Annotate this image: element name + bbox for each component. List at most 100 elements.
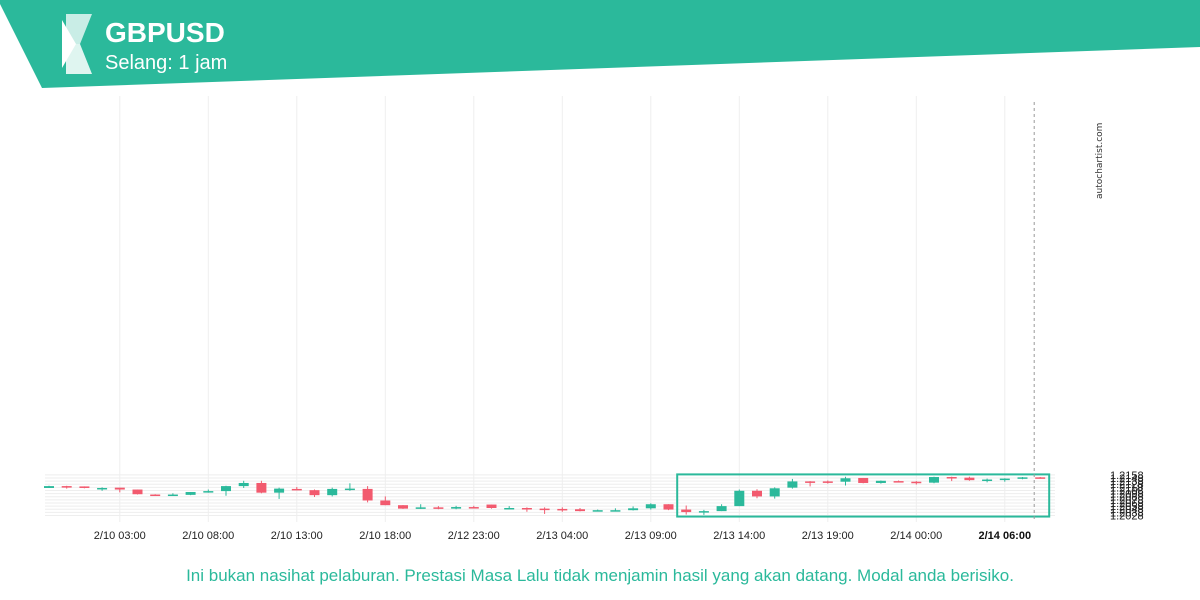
candle	[380, 496, 391, 506]
candle-body	[309, 490, 320, 496]
candle	[875, 480, 886, 484]
y-tick-label: 1.2158	[1110, 470, 1144, 482]
candle-body	[433, 507, 444, 509]
candle-body	[291, 488, 302, 491]
candle-body	[415, 507, 426, 509]
candle-body	[203, 491, 214, 493]
candle-body	[539, 508, 550, 511]
candle	[982, 478, 993, 483]
candle-body	[752, 490, 762, 497]
candle	[61, 485, 72, 489]
candle	[893, 480, 904, 483]
candle	[221, 485, 231, 496]
candle	[1035, 477, 1046, 479]
x-tick-label: 2/10 13:00	[271, 530, 323, 542]
x-tick-label: 2/10 08:00	[182, 530, 234, 542]
y-tick-label: 1.2028	[1110, 511, 1144, 523]
candle-body	[185, 492, 196, 495]
candle-body	[256, 482, 267, 493]
x-tick-label: 2/14 00:00	[890, 530, 942, 542]
candle	[805, 481, 816, 487]
watermark-text: autochartist.com	[1095, 122, 1105, 200]
y-tick-label: 1.2098	[1110, 489, 1144, 501]
candle	[44, 485, 54, 488]
y-tick-label: 1.2148	[1110, 473, 1144, 485]
y-tick-label: 1.2118	[1110, 482, 1143, 494]
x-tick-label: 2/13 09:00	[625, 530, 677, 542]
candle-body	[982, 479, 993, 482]
candle	[628, 506, 639, 511]
candle	[97, 487, 108, 491]
y-tick-label: 1.2128	[1110, 479, 1144, 491]
candle-body	[557, 508, 568, 511]
candle-body	[150, 494, 161, 497]
candle	[79, 486, 90, 489]
candle	[468, 505, 479, 509]
candle-body	[734, 490, 745, 507]
y-tick-label: 1.2058	[1110, 501, 1144, 513]
candle-body	[645, 504, 656, 509]
autochartist-logo-icon	[62, 14, 92, 74]
candle	[486, 504, 497, 509]
candle	[291, 487, 302, 491]
candle	[663, 504, 674, 511]
candle	[451, 505, 462, 510]
candle-body	[114, 487, 125, 490]
candle-body	[663, 504, 674, 510]
candles-layer	[44, 476, 1046, 515]
y-tick-label: 1.2088	[1110, 492, 1144, 504]
interval-label: Selang: 1 jam	[105, 52, 228, 74]
candle-body	[380, 500, 391, 506]
candle	[167, 493, 178, 497]
candle	[734, 489, 745, 507]
candle-body	[344, 488, 355, 491]
candle-body	[628, 508, 639, 511]
x-tick-label: 2/13 19:00	[802, 530, 854, 542]
candle-body	[44, 486, 54, 488]
x-tick-label: 2/12 23:00	[448, 530, 500, 542]
candle	[1017, 477, 1028, 480]
y-tick-label: 1.2138	[1110, 476, 1144, 488]
candle-body	[610, 510, 621, 512]
candle-body	[805, 481, 816, 483]
candle	[592, 509, 603, 512]
candle-body	[698, 511, 709, 513]
candle-body	[929, 477, 939, 483]
y-tick-label: 1.2048	[1110, 504, 1144, 516]
candle	[911, 481, 922, 485]
x-tick-label: 2/14 06:00	[978, 530, 1031, 542]
candle	[999, 478, 1010, 482]
candle-body	[327, 488, 338, 496]
x-tick-label: 2/10 18:00	[359, 530, 411, 542]
candle	[274, 487, 285, 499]
candle	[309, 489, 320, 498]
candle	[698, 509, 709, 515]
y-tick-label: 1.2038	[1110, 507, 1144, 519]
candle-body	[999, 478, 1010, 481]
candle-body	[681, 509, 692, 513]
candle-body	[1035, 477, 1046, 479]
candle	[557, 507, 568, 512]
candle-body	[97, 487, 108, 490]
candle	[344, 483, 355, 491]
candle	[752, 489, 762, 499]
candle-body	[398, 505, 408, 509]
candle-body	[769, 488, 780, 497]
candle	[929, 476, 939, 484]
candle-body	[79, 486, 90, 488]
symbol-title: GBPUSD	[105, 17, 225, 48]
candle-body	[964, 477, 975, 481]
candle	[822, 480, 833, 484]
pattern-highlight-layer	[676, 102, 1051, 522]
candle	[858, 477, 869, 484]
candle	[362, 486, 373, 503]
candle-body	[451, 507, 462, 509]
candle-body	[946, 477, 957, 479]
pattern-highlight-box	[676, 473, 1051, 518]
candle	[256, 480, 267, 494]
candle-body	[822, 481, 833, 483]
candle	[415, 504, 426, 509]
candle	[327, 487, 338, 497]
candle	[150, 494, 161, 497]
disclaimer-text: Ini bukan nasihat pelaburan. Prestasi Ma…	[186, 566, 1014, 585]
